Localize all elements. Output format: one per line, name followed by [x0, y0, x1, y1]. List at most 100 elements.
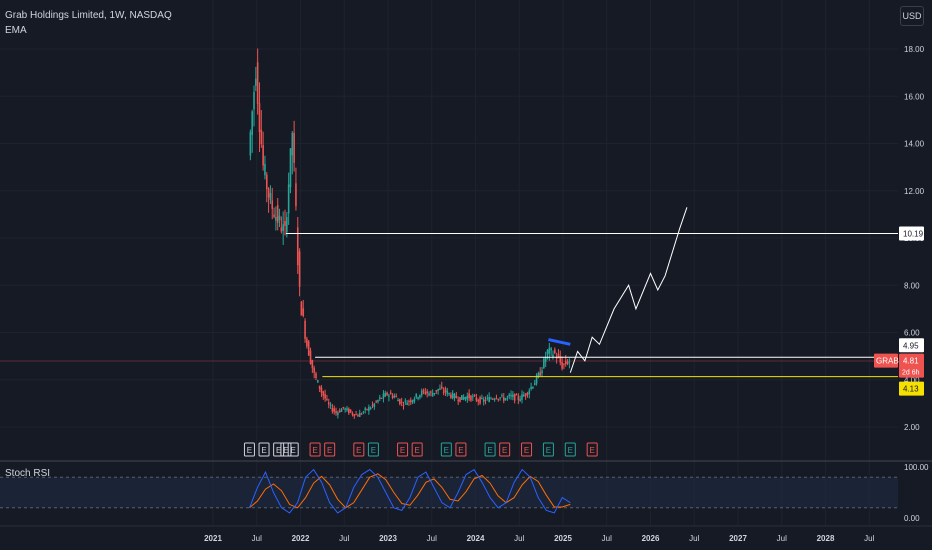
stoch-rsi-title: Stoch RSI	[5, 468, 51, 479]
trendline[interactable]	[548, 338, 571, 346]
earnings-marker-label: E	[327, 446, 332, 455]
earnings-marker[interactable]	[280, 442, 292, 457]
candle-body	[309, 350, 312, 364]
earnings-marker-label: E	[546, 446, 551, 455]
earnings-marker[interactable]	[353, 442, 365, 457]
earnings-marker-label: E	[458, 446, 463, 455]
candle-body	[471, 396, 474, 398]
candle-body	[464, 397, 467, 399]
candle-body	[495, 397, 498, 399]
earnings-marker[interactable]	[287, 442, 299, 457]
candle-body	[404, 400, 407, 402]
candle-body	[502, 397, 505, 401]
candle-body	[532, 386, 534, 389]
earnings-marker[interactable]	[484, 442, 496, 457]
candle-body	[561, 361, 563, 369]
earnings-marker[interactable]	[258, 442, 270, 457]
earnings-marker[interactable]	[564, 442, 576, 457]
currency-button[interactable]: USD	[900, 6, 924, 26]
earnings-marker[interactable]	[309, 442, 321, 457]
candle-body	[428, 393, 430, 396]
earnings-marker-label: E	[568, 446, 573, 455]
earnings-marker[interactable]	[397, 442, 409, 457]
candle-body	[481, 398, 483, 400]
candle-body	[524, 393, 527, 396]
candle-body	[391, 395, 394, 398]
indicator-label[interactable]: EMA	[5, 25, 27, 36]
earnings-marker[interactable]	[411, 442, 423, 457]
earnings-marker-label: E	[414, 446, 419, 455]
candle-body	[326, 398, 328, 400]
candle-body	[349, 409, 352, 413]
candle-body	[256, 62, 259, 104]
time-axis[interactable]: 2021 Jul 2022 Jul 2023 Jul 2024 Jul 2025 Jul 2026 J…	[204, 534, 874, 543]
earnings-marker[interactable]	[586, 442, 598, 457]
level-tag	[899, 381, 924, 396]
candle-body	[300, 301, 303, 316]
candle-body	[400, 402, 403, 404]
earnings-marker-label: E	[247, 446, 252, 455]
candle-body	[430, 391, 432, 393]
earnings-marker[interactable]	[542, 442, 554, 457]
candle-body	[442, 391, 445, 393]
horizontal-levels[interactable]	[285, 233, 898, 378]
candle-body	[340, 409, 343, 412]
candle-body	[378, 397, 381, 399]
candle-body	[539, 372, 542, 376]
candle-body	[253, 92, 255, 110]
time-tick-label: Jul	[777, 534, 787, 543]
candle-body	[497, 398, 500, 400]
earnings-marker[interactable]	[324, 442, 336, 457]
candle-body	[526, 392, 529, 395]
candle-body	[315, 373, 317, 379]
earnings-marker[interactable]	[273, 442, 285, 457]
time-tick-label: Jul	[602, 534, 612, 543]
candle-body	[521, 394, 523, 400]
candle-body	[397, 399, 399, 402]
stoch-tick-label: 100.00	[904, 463, 929, 472]
candle-body	[433, 392, 436, 394]
candle-body	[557, 354, 560, 358]
candle-body	[273, 214, 275, 217]
candle-body	[269, 193, 272, 201]
candle-body	[298, 251, 301, 287]
time-tick-label: 2022	[292, 534, 310, 543]
candle-body	[327, 402, 330, 405]
time-tick-label: Jul	[339, 534, 349, 543]
earnings-marker-label: E	[291, 446, 296, 455]
stoch-d-line	[249, 473, 571, 509]
candle-body	[289, 148, 292, 187]
candle-body	[419, 394, 421, 398]
countdown-label: 2d 6h	[902, 370, 920, 377]
candle-body	[249, 131, 252, 156]
candle-body	[528, 390, 531, 395]
candle-body	[251, 111, 253, 135]
earnings-marker[interactable]	[455, 442, 467, 457]
candle-body	[462, 397, 465, 400]
earnings-marker-label: E	[261, 446, 266, 455]
candle-body	[344, 408, 346, 410]
earnings-marker[interactable]	[367, 442, 379, 457]
chart-legend: Grab Holdings Limited, 1W, NASDAQ EMA	[5, 8, 172, 38]
earnings-marker[interactable]	[440, 442, 452, 457]
price-tick-label: 18.00	[904, 45, 925, 54]
projection-path[interactable]	[569, 207, 688, 373]
candle-body	[453, 394, 456, 398]
earnings-marker[interactable]	[499, 442, 511, 457]
candle-body	[506, 396, 509, 398]
time-tick-label: 2026	[642, 534, 660, 543]
stoch-rsi-pane: 100.00 0.00	[0, 463, 929, 523]
candle-body	[307, 341, 310, 356]
candle-body	[366, 408, 368, 410]
earnings-marker[interactable]	[243, 442, 255, 457]
candle-body	[559, 356, 562, 363]
earnings-marker[interactable]	[521, 442, 533, 457]
candle-body	[399, 399, 401, 405]
candle-body	[482, 399, 485, 402]
candle-body	[544, 357, 547, 362]
candle-body	[431, 393, 434, 397]
candle-body	[422, 390, 425, 392]
symbol-title[interactable]: Grab Holdings Limited, 1W, NASDAQ	[5, 10, 172, 21]
